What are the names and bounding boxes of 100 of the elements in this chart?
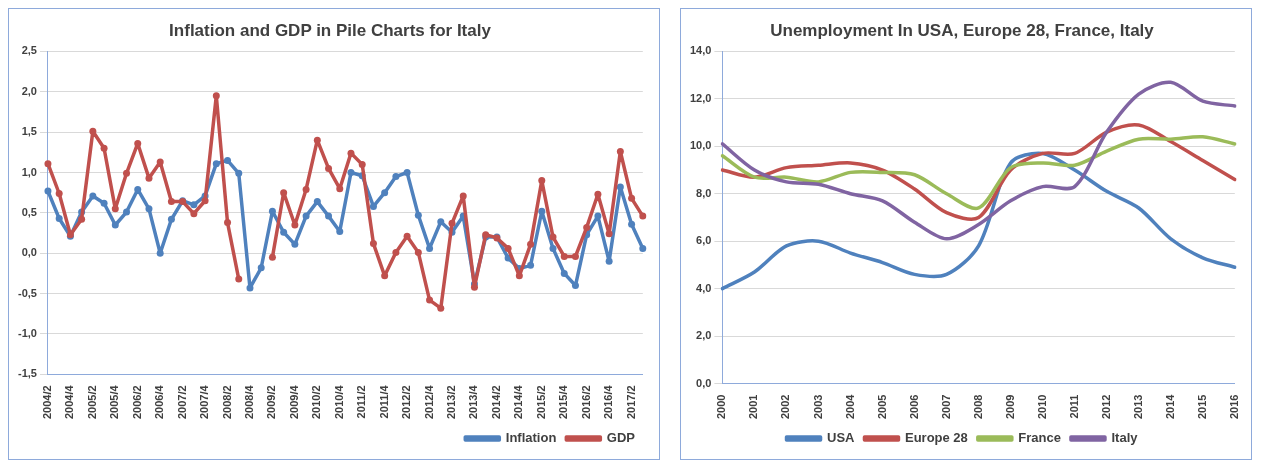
point	[459, 192, 467, 200]
x-tick-label: 2007/2	[175, 385, 188, 420]
point	[605, 230, 613, 238]
point	[156, 158, 164, 166]
point	[426, 296, 434, 304]
point	[123, 208, 131, 216]
point	[235, 169, 243, 177]
x-tick-label: 2014	[1163, 393, 1176, 420]
point	[538, 207, 546, 215]
point	[336, 185, 344, 193]
point	[414, 248, 422, 256]
point	[628, 194, 636, 202]
x-tick-label: 2000	[715, 394, 728, 420]
x-tick-label: 2013	[1131, 394, 1144, 420]
x-tick-label: 2014/2	[489, 385, 502, 420]
x-tick-label: 2016/2	[579, 385, 592, 420]
point	[347, 149, 355, 157]
point	[313, 136, 321, 144]
point	[448, 219, 456, 227]
x-tick-label: 2015	[1195, 394, 1208, 420]
x-tick-label: 2008/4	[243, 384, 256, 420]
x-tick-label: 2013/2	[445, 385, 458, 420]
point	[560, 269, 568, 277]
point	[111, 205, 119, 213]
point	[639, 212, 647, 220]
x-tick-label: 2015/2	[534, 385, 547, 420]
point	[571, 252, 579, 260]
point	[89, 192, 97, 200]
y-tick-label: -1,0	[17, 327, 37, 340]
legend-label: France	[1018, 430, 1061, 446]
point	[100, 199, 108, 207]
point	[55, 190, 63, 197]
x-tick-label: 2012/2	[400, 385, 413, 420]
point	[594, 212, 602, 220]
point	[246, 284, 254, 292]
point	[358, 160, 366, 168]
x-tick-label: 2014/4	[512, 384, 525, 420]
point	[291, 221, 299, 229]
point	[123, 169, 131, 177]
point	[392, 173, 400, 181]
y-tick-label: 2,0	[696, 329, 712, 342]
point	[437, 218, 445, 226]
x-tick-label: 2012/4	[422, 384, 435, 420]
point	[55, 215, 63, 223]
x-tick-label: 2004	[843, 393, 856, 420]
point	[111, 221, 119, 229]
x-tick-label: 2006/2	[130, 385, 143, 420]
point	[504, 244, 512, 252]
chart-title: Inflation and GDP in Pile Charts for Italy	[169, 20, 492, 40]
point	[224, 219, 232, 227]
point	[145, 205, 153, 213]
point	[336, 227, 344, 235]
x-tick-label: 2009/4	[287, 384, 300, 420]
y-tick-label: 4,0	[696, 281, 712, 294]
point	[628, 220, 636, 228]
x-tick-label: 2006	[907, 394, 920, 420]
point	[605, 257, 613, 265]
x-tick-label: 2004/4	[63, 384, 76, 420]
point	[403, 169, 411, 177]
y-tick-label: 14,0	[689, 44, 712, 57]
y-tick-label: 8,0	[696, 186, 712, 199]
x-tick-label: 2013/4	[467, 384, 480, 420]
point	[392, 248, 400, 256]
x-tick-label: 2006/4	[153, 384, 166, 420]
x-tick-label: 2004/2	[40, 385, 53, 420]
x-tick-label: 2008/2	[220, 385, 233, 420]
point	[224, 156, 232, 164]
x-tick-label: 2017/2	[624, 385, 637, 420]
point	[280, 228, 288, 236]
point	[347, 169, 355, 177]
point	[167, 198, 175, 206]
point	[44, 187, 52, 195]
x-tick-label: 2011/2	[355, 385, 368, 419]
point	[325, 164, 333, 172]
point	[571, 282, 579, 290]
y-tick-label: 2,0	[21, 84, 37, 97]
x-tick-label: 2015/4	[557, 384, 570, 420]
x-tick-label: 2005/2	[85, 385, 98, 420]
point	[583, 223, 591, 231]
point	[549, 233, 557, 241]
point	[369, 240, 377, 248]
point	[212, 92, 220, 100]
y-tick-label: 0,5	[21, 205, 37, 218]
point	[381, 272, 389, 280]
x-tick-label: 2007	[939, 394, 952, 420]
x-tick-label: 2009	[1003, 394, 1016, 420]
point	[437, 304, 445, 312]
point	[268, 253, 276, 261]
point	[190, 201, 198, 209]
point	[616, 148, 624, 156]
x-tick-label: 2009/2	[265, 385, 278, 420]
y-tick-label: -0,5	[17, 286, 37, 299]
x-tick-label: 2016	[1227, 394, 1240, 420]
point	[560, 252, 568, 260]
point	[291, 240, 299, 248]
y-tick-label: 2,5	[21, 44, 37, 57]
x-tick-label: 2007/4	[198, 384, 211, 420]
legend-label: Italy	[1111, 430, 1139, 446]
x-tick-label: 2001	[747, 394, 760, 420]
point	[302, 185, 310, 193]
